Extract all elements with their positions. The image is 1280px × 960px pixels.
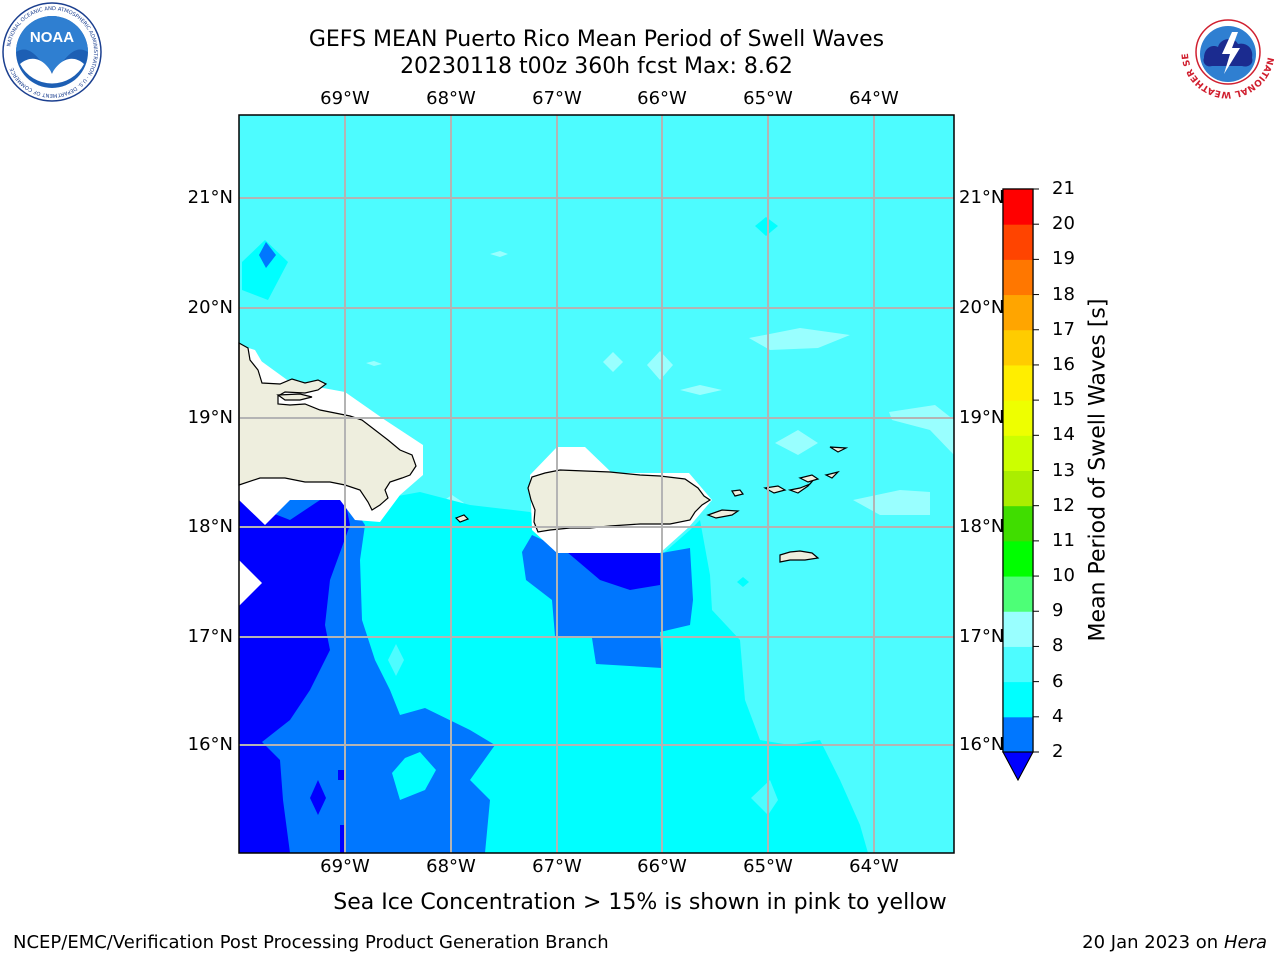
colorbar-tick-label-19: 19 bbox=[1052, 248, 1075, 270]
lat-tick-right-21n: 21°N bbox=[959, 187, 1005, 208]
noaa-logo-text: NOAA bbox=[30, 29, 74, 46]
hispaniola-landmass bbox=[238, 341, 417, 511]
lon-tick-top-64w: 64°W bbox=[849, 88, 899, 109]
colorbar-tick-label-15: 15 bbox=[1052, 389, 1075, 411]
colorbar-swatch-10-11 bbox=[1003, 540, 1033, 577]
swell-period-4-6-inner-patches bbox=[392, 752, 436, 800]
lon-tick-bottom-66w: 66°W bbox=[637, 856, 687, 877]
colorbar-tick-label-16: 16 bbox=[1052, 353, 1075, 375]
virgin-islands-4 bbox=[798, 474, 820, 483]
lat-tick-right-20n: 20°N bbox=[959, 297, 1005, 318]
lon-tick-top-68w: 68°W bbox=[426, 88, 476, 109]
virgin-islands-2 bbox=[763, 485, 787, 494]
lon-tick-bottom-64w: 64°W bbox=[849, 856, 899, 877]
colorbar-swatch-18-19 bbox=[1003, 259, 1033, 296]
puerto-rico-landmass bbox=[527, 469, 712, 533]
graticule bbox=[239, 115, 954, 853]
colorbar-tick-label-17: 17 bbox=[1052, 318, 1075, 340]
colorbar-tick-label-10: 10 bbox=[1052, 565, 1075, 587]
colorbar-swatch-8-9 bbox=[1003, 611, 1033, 647]
colorbar-tick-label-6: 6 bbox=[1052, 670, 1064, 692]
island-east-1 bbox=[824, 470, 840, 479]
chart-title: GEFS MEAN Puerto Rico Mean Period of Swe… bbox=[308, 27, 885, 52]
colorbar-swatch-15-16 bbox=[1003, 364, 1033, 401]
lon-tick-bottom-65w: 65°W bbox=[743, 856, 793, 877]
lon-tick-top-66w: 66°W bbox=[637, 88, 687, 109]
lon-tick-bottom-67w: 67°W bbox=[532, 856, 582, 877]
colorbar-tick-label-8: 8 bbox=[1052, 635, 1064, 657]
colorbar-tick-label-21: 21 bbox=[1052, 178, 1075, 199]
lat-tick-right-19n: 19°N bbox=[959, 407, 1005, 428]
lon-tick-bottom-69w: 69°W bbox=[320, 856, 370, 877]
sea-ice-caption: Sea Ice Concentration > 15% is shown in … bbox=[333, 890, 947, 915]
lon-tick-top-65w: 65°W bbox=[743, 88, 793, 109]
colorbar-swatch-6-8 bbox=[1003, 646, 1033, 683]
colorbar-under-arrow bbox=[1002, 751, 1034, 782]
colorbar-swatch-2-4 bbox=[1003, 716, 1033, 753]
colorbar-tick-label-18: 18 bbox=[1052, 283, 1075, 305]
vieques-island bbox=[706, 509, 740, 519]
tortuga-island bbox=[276, 393, 313, 401]
anegada-island bbox=[829, 446, 849, 453]
lat-tick-right-16n: 16°N bbox=[959, 734, 1005, 755]
footer-credit: NCEP/EMC/Verification Post Processing Pr… bbox=[13, 932, 609, 953]
lat-tick-left-19n: 19°N bbox=[187, 407, 233, 428]
lon-tick-bottom-68w: 68°W bbox=[426, 856, 476, 877]
colorbar-swatch-14-15 bbox=[1003, 400, 1033, 436]
colorbar-tick-label-14: 14 bbox=[1052, 424, 1075, 446]
colorbar-tick-label-4: 4 bbox=[1052, 705, 1064, 727]
colorbar-swatch-17-18 bbox=[1003, 294, 1033, 331]
colorbar-swatch-16-17 bbox=[1003, 329, 1033, 366]
lat-tick-right-18n: 18°N bbox=[959, 516, 1005, 537]
swell-period-under-4-region bbox=[239, 500, 660, 853]
colorbar-swatch-9-10 bbox=[1003, 576, 1033, 612]
lat-tick-left-17n: 17°N bbox=[187, 626, 233, 647]
colorbar-label: Mean Period of Swell Waves [s] bbox=[1085, 298, 1111, 642]
lat-tick-left-16n: 16°N bbox=[187, 734, 233, 755]
map-frame bbox=[238, 114, 955, 854]
nws-logo: NATIONAL WEATHER SERVICE bbox=[1175, 0, 1278, 102]
st-croix-island bbox=[779, 550, 820, 563]
colorbar-tick-label-20: 20 bbox=[1052, 213, 1075, 235]
lat-tick-left-21n: 21°N bbox=[187, 187, 233, 208]
noaa-logo: NOAA NATIONAL OCEANIC AND ATMOSPHERIC AD… bbox=[2, 2, 102, 102]
colorbar-swatch-12-13 bbox=[1003, 470, 1033, 507]
colorbar-swatch-20-21 bbox=[1003, 189, 1033, 225]
virgin-islands-1 bbox=[731, 489, 745, 497]
lon-tick-top-67w: 67°W bbox=[532, 88, 582, 109]
land-masses bbox=[238, 341, 849, 563]
chart-subtitle: 20230118 t00z 360h fcst Max: 8.62 bbox=[400, 54, 793, 79]
lat-tick-right-17n: 17°N bbox=[959, 626, 1005, 647]
lat-tick-left-18n: 18°N bbox=[187, 516, 233, 537]
colorbar-tick-label-12: 12 bbox=[1052, 494, 1075, 516]
colorbar-swatch-4-6 bbox=[1003, 681, 1033, 718]
colorbar-tick-label-13: 13 bbox=[1052, 459, 1075, 481]
colorbar-swatch-11-12 bbox=[1003, 505, 1033, 542]
footer-date-text: 20 Jan 2023 on bbox=[1082, 932, 1219, 953]
colorbar-overlay bbox=[1002, 188, 1039, 782]
lon-tick-top-69w: 69°W bbox=[320, 88, 370, 109]
colorbar-swatch-13-14 bbox=[1003, 435, 1033, 471]
colorbar-tick-label-11: 11 bbox=[1052, 529, 1075, 551]
footer-date: 20 Jan 2023 on Hera bbox=[1082, 932, 1267, 953]
colorbar-swatch-19-20 bbox=[1003, 224, 1033, 260]
lat-tick-left-20n: 20°N bbox=[187, 297, 233, 318]
footer-machine: Hera bbox=[1223, 932, 1267, 953]
saona-island bbox=[454, 514, 470, 523]
colorbar-tick-label-2: 2 bbox=[1052, 741, 1064, 762]
colorbar-tick-label-9: 9 bbox=[1052, 600, 1064, 622]
